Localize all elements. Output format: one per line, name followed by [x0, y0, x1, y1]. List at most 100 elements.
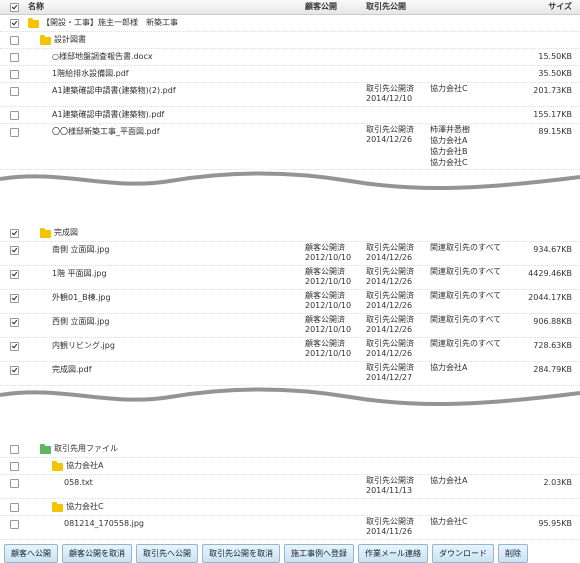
partner-name: 協力会社C [430, 517, 468, 526]
folder-name[interactable]: 協力会社A [66, 461, 104, 470]
size-header: サイズ [548, 2, 572, 11]
folder-icon [40, 35, 51, 45]
partner-name: 関連取引先のすべて [430, 267, 502, 276]
partner-status: 取引先公開済 [366, 84, 414, 93]
file-row: 1階給排水設備図.pdf 35.50KB [0, 65, 580, 83]
partner-name: 協力会社C [430, 158, 468, 167]
action-button[interactable]: 施工事例へ登録 [284, 544, 354, 563]
customer-date: 2012/10/10 [305, 301, 352, 310]
file-row: A1建築確認申請書(建築物).pdf 155.17KB [0, 106, 580, 124]
file-name[interactable]: 内観リビング.jpg [52, 341, 115, 350]
folder-name[interactable]: 協力会社C [66, 502, 104, 511]
row-checkbox[interactable] [10, 70, 19, 79]
row-checkbox[interactable] [10, 87, 19, 96]
partner-name: 関連取引先のすべて [430, 243, 502, 252]
row-checkbox[interactable] [10, 479, 19, 488]
folder-icon [52, 502, 63, 512]
folder-icon [52, 461, 63, 471]
folder-name[interactable]: 取引先用ファイル [54, 444, 118, 453]
row-checkbox[interactable] [10, 342, 19, 351]
partner-date: 2014/11/26 [366, 527, 413, 536]
partner-date: 2014/12/10 [366, 94, 413, 103]
row-checkbox[interactable] [10, 270, 19, 279]
partner-status: 取引先公開済 [366, 291, 414, 300]
file-name[interactable]: ○様邸地盤調査報告書.docx [52, 52, 153, 61]
file-name[interactable]: 058.txt [64, 478, 93, 487]
partner-status: 取引先公開済 [366, 243, 414, 252]
action-button[interactable]: ダウンロード [432, 544, 494, 563]
file-name[interactable]: 081214_170558.jpg [64, 519, 144, 528]
partner-name: 関連取引先のすべて [430, 291, 502, 300]
customer-date: 2012/10/10 [305, 277, 352, 286]
row-checkbox[interactable] [10, 294, 19, 303]
file-size: 15.50KB [538, 52, 572, 61]
row-checkbox[interactable] [10, 318, 19, 327]
file-size: 728.63KB [533, 341, 572, 350]
folder-name[interactable]: 完成図 [54, 228, 78, 237]
row-checkbox[interactable] [10, 111, 19, 120]
row-checkbox[interactable] [10, 366, 19, 375]
file-row: 外観01_B棟.jpg 顧客公開済 2012/10/10 取引先公開済 2014/12/… [0, 289, 580, 314]
customer-date: 2012/10/10 [305, 253, 352, 262]
folder-row: 取引先用ファイル [0, 440, 580, 458]
file-row: 1階 平面図.jpg 顧客公開済 2012/10/10 取引先公開済 2014/12/2… [0, 265, 580, 290]
partner-name: 協力会社A [430, 363, 468, 372]
action-button[interactable]: 取引先へ公開 [136, 544, 198, 563]
file-name[interactable]: 1階 平面図.jpg [52, 269, 107, 278]
file-row: ○様邸地盤調査報告書.docx 15.50KB [0, 48, 580, 66]
file-size: 906.88KB [533, 317, 572, 326]
row-checkbox[interactable] [10, 36, 19, 45]
row-checkbox[interactable] [10, 128, 19, 137]
partner-date: 2014/12/26 [366, 253, 413, 262]
row-checkbox[interactable] [10, 53, 19, 62]
name-header: 名称 [28, 2, 44, 11]
partner-date: 2014/12/26 [366, 349, 413, 358]
folder-row: 協力会社C [0, 498, 580, 516]
partner-header: 取引先公開 [366, 2, 406, 11]
row-checkbox[interactable] [10, 520, 19, 529]
content-break [0, 169, 580, 199]
row-checkbox[interactable] [10, 462, 19, 471]
row-checkbox[interactable] [10, 503, 19, 512]
select-all-checkbox[interactable] [10, 3, 19, 12]
file-name[interactable]: 南側 立面図.jpg [52, 245, 110, 254]
folder-name[interactable]: 【開設・工事】施主一郎様 新築工事 [42, 18, 178, 27]
file-name[interactable]: 〇〇様邸新築工事_平面図.pdf [52, 127, 160, 136]
action-button[interactable]: 削除 [498, 544, 528, 563]
folder-name[interactable]: 設計図書 [54, 35, 86, 44]
action-bar: 顧客へ公開 顧客公開を取消 取引先へ公開 取引先公開を取消 施工事例へ登録 作業メール連絡… [4, 544, 528, 563]
partner-name: 協力会社A [430, 136, 468, 145]
action-button[interactable]: 顧客へ公開 [4, 544, 58, 563]
file-name[interactable]: 西側 立面図.jpg [52, 317, 110, 326]
partner-name: 協力会社C [430, 84, 468, 93]
row-checkbox[interactable] [10, 246, 19, 255]
file-name[interactable]: A1建築確認申請書(建築物).pdf [52, 110, 165, 119]
file-row: A1建築確認申請書(建築物)(2).pdf 取引先公開済 2014/12/10 協力会… [0, 82, 580, 107]
row-checkbox[interactable] [10, 229, 19, 238]
file-row: 南側 立面図.jpg 顧客公開済 2012/10/10 取引先公開済 2014/12/2… [0, 241, 580, 266]
file-name[interactable]: 1階給排水設備図.pdf [52, 69, 129, 78]
row-checkbox[interactable] [10, 445, 19, 454]
file-name[interactable]: 外観01_B棟.jpg [52, 293, 111, 302]
customer-status: 顧客公開済 [305, 291, 345, 300]
file-row: 081214_170558.jpg 取引先公開済 2014/11/26 協力会社C 95… [0, 515, 580, 540]
file-size: 35.50KB [538, 69, 572, 78]
file-name[interactable]: 完成図.pdf [52, 365, 92, 374]
customer-date: 2012/10/10 [305, 349, 352, 358]
file-size: 2.03KB [543, 478, 572, 487]
table-header: 名称 顧客公開 取引先公開 サイズ [0, 0, 580, 15]
action-button[interactable]: 作業メール連絡 [358, 544, 428, 563]
partner-name: 関連取引先のすべて [430, 315, 502, 324]
customer-header: 顧客公開 [305, 2, 337, 11]
partner-date: 2014/12/26 [366, 301, 413, 310]
partner-status: 取引先公開済 [366, 339, 414, 348]
file-name[interactable]: A1建築確認申請書(建築物)(2).pdf [52, 86, 176, 95]
action-button[interactable]: 顧客公開を取消 [62, 544, 132, 563]
row-checkbox[interactable] [10, 19, 19, 28]
action-button[interactable]: 取引先公開を取消 [202, 544, 280, 563]
file-size: 284.79KB [533, 365, 572, 374]
partner-status: 取引先公開済 [366, 363, 414, 372]
file-size: 89.15KB [538, 127, 572, 136]
file-size: 95.95KB [538, 519, 572, 528]
